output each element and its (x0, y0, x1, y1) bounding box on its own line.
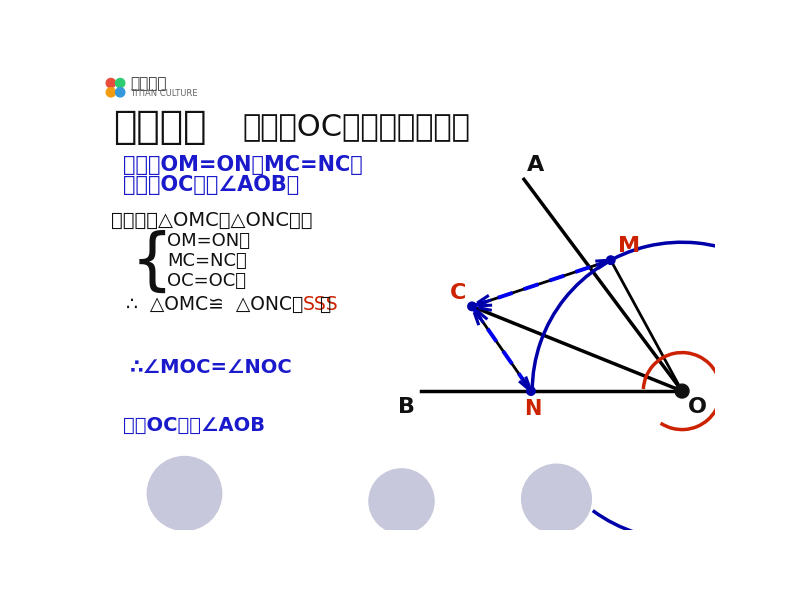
Text: MC=NC，: MC=NC， (168, 252, 247, 270)
Text: A: A (527, 156, 545, 175)
Text: {: { (131, 229, 173, 296)
Text: 梯田文化: 梯田文化 (130, 76, 167, 91)
Circle shape (522, 464, 592, 533)
Text: M: M (619, 237, 641, 256)
Text: OM=ON，: OM=ON， (168, 232, 250, 250)
Text: 为什么OC是角平分线呢？: 为什么OC是角平分线呢？ (243, 113, 471, 141)
Circle shape (369, 469, 434, 533)
Text: ∴∠MOC=∠NOC: ∴∠MOC=∠NOC (130, 358, 293, 377)
Text: 已知：OM=ON，MC=NC。: 已知：OM=ON，MC=NC。 (122, 156, 362, 175)
Text: SSS: SSS (303, 296, 338, 314)
Text: 证明：在△OMC和△ONC中，: 证明：在△OMC和△ONC中， (111, 210, 312, 229)
Text: N: N (524, 399, 542, 419)
Circle shape (106, 79, 115, 88)
Text: C: C (449, 283, 466, 303)
Text: ∴  △OMC≌  △ONC（: ∴ △OMC≌ △ONC（ (126, 296, 303, 314)
Text: 求证：OC平分∠AOB。: 求证：OC平分∠AOB。 (122, 175, 299, 195)
Circle shape (607, 256, 615, 265)
Text: OC=OC，: OC=OC， (168, 272, 246, 290)
Circle shape (675, 384, 689, 398)
Text: O: O (688, 397, 707, 417)
Text: ）: ） (319, 296, 330, 314)
Text: 想一想：: 想一想： (114, 108, 206, 146)
Text: B: B (398, 397, 414, 417)
Text: TITIAN CULTURE: TITIAN CULTURE (130, 89, 198, 98)
Circle shape (468, 302, 476, 311)
Circle shape (526, 387, 535, 395)
Circle shape (148, 457, 222, 530)
Text: 即：OC平分∠AOB: 即：OC平分∠AOB (122, 416, 264, 435)
Circle shape (106, 88, 115, 97)
Circle shape (115, 88, 125, 97)
Circle shape (115, 79, 125, 88)
